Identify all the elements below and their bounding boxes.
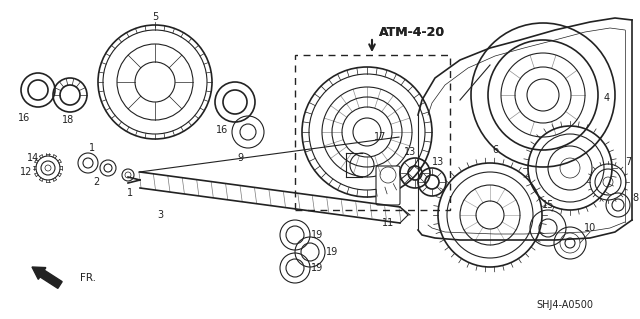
Text: 7: 7 [625, 157, 631, 167]
Text: FR.: FR. [80, 273, 96, 283]
FancyBboxPatch shape [376, 166, 400, 205]
Text: ATM-4-20: ATM-4-20 [379, 26, 445, 39]
Text: 18: 18 [62, 115, 74, 125]
Text: 13: 13 [404, 147, 416, 157]
Text: 11: 11 [382, 218, 394, 228]
Text: 17: 17 [374, 132, 386, 142]
Text: 19: 19 [311, 230, 323, 240]
Text: 19: 19 [326, 247, 338, 257]
Text: 13: 13 [432, 157, 444, 167]
Text: 6: 6 [492, 145, 498, 155]
Text: 10: 10 [584, 223, 596, 233]
Text: 12: 12 [20, 167, 32, 177]
Text: 3: 3 [157, 210, 163, 220]
Text: ATM-4-20: ATM-4-20 [379, 26, 445, 39]
Text: SHJ4-A0500: SHJ4-A0500 [536, 300, 593, 310]
Text: 1: 1 [89, 143, 95, 153]
Text: 1: 1 [127, 188, 133, 198]
Text: 14: 14 [27, 153, 39, 163]
Text: 4: 4 [604, 93, 610, 103]
Text: 15: 15 [542, 200, 554, 210]
Text: 19: 19 [311, 263, 323, 273]
Text: 9: 9 [237, 153, 243, 163]
FancyArrow shape [32, 267, 62, 288]
Text: 16: 16 [18, 113, 30, 123]
Text: 8: 8 [632, 193, 638, 203]
Text: 16: 16 [216, 125, 228, 135]
Bar [295, 55, 450, 210]
Text: 5: 5 [152, 12, 158, 22]
Text: 2: 2 [93, 177, 99, 187]
